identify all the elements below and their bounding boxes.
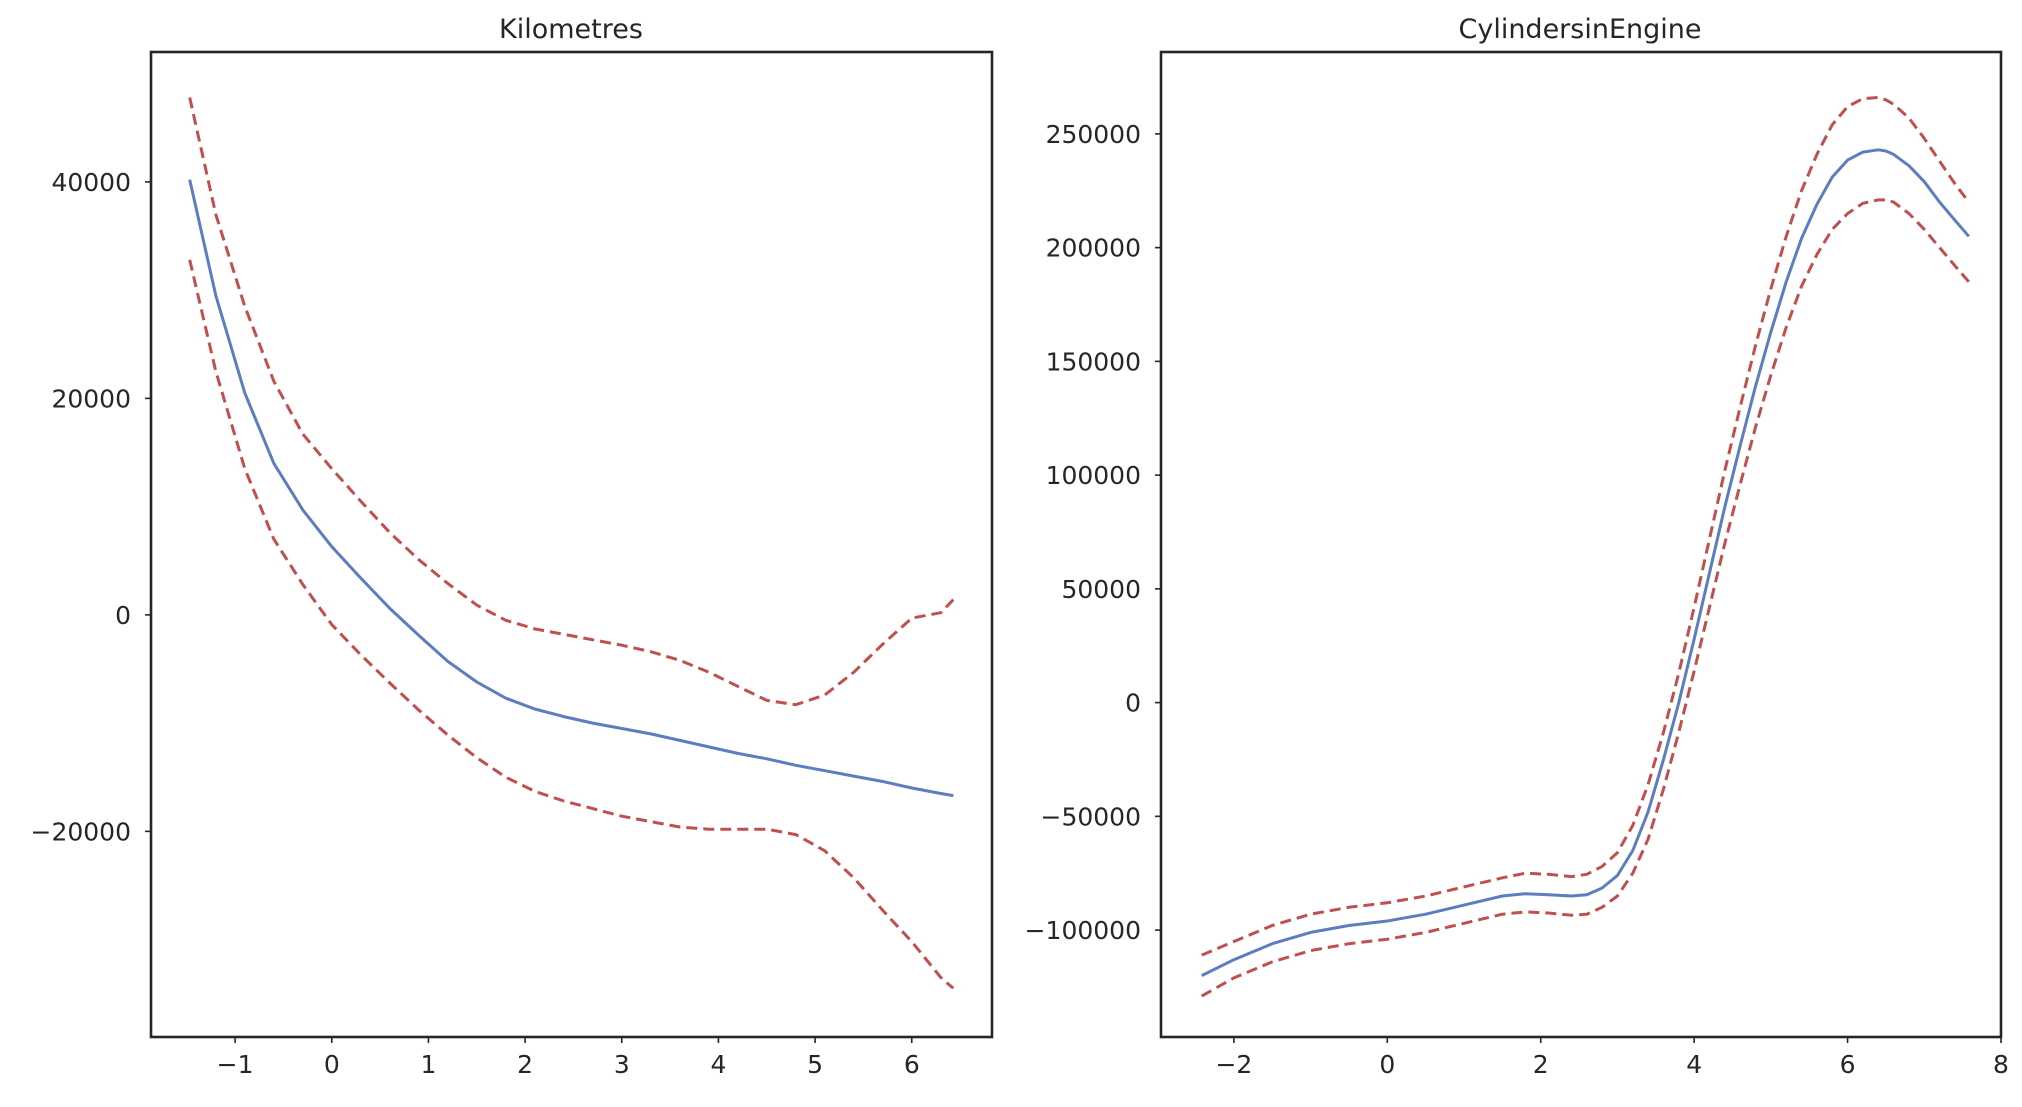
x-tick-label: 2 bbox=[1533, 1050, 1549, 1079]
chart-title: CylindersinEngine bbox=[1458, 14, 1701, 45]
y-tick-label: 100000 bbox=[1046, 461, 1141, 490]
x-tick-label: 4 bbox=[1686, 1050, 1702, 1079]
y-tick-label: −50000 bbox=[1041, 802, 1141, 831]
y-tick-label: 250000 bbox=[1046, 120, 1141, 149]
y-tick-label: 50000 bbox=[1061, 575, 1141, 604]
x-tick-label: 0 bbox=[324, 1050, 340, 1079]
y-tick-label: 20000 bbox=[51, 384, 131, 413]
confidence-lower-line bbox=[188, 259, 955, 990]
x-tick-label: 6 bbox=[1840, 1050, 1856, 1079]
x-tick-label: 0 bbox=[1379, 1050, 1395, 1079]
confidence-lower-line bbox=[1200, 198, 1970, 998]
x-tick-label: −1 bbox=[217, 1050, 254, 1079]
y-tick-label: 150000 bbox=[1046, 347, 1141, 376]
y-tick-label: 0 bbox=[115, 601, 131, 630]
x-tick-label: 1 bbox=[420, 1050, 436, 1079]
partial-dependence-line bbox=[188, 179, 954, 798]
x-tick-label: 3 bbox=[614, 1050, 630, 1079]
y-tick-label: 200000 bbox=[1046, 234, 1141, 263]
panel-cylindersinengine: CylindersinEngine −2 0 2 4 6 8 −100000 −50000 0 5… bbox=[1025, 14, 2009, 1079]
axes-frame bbox=[149, 50, 994, 1039]
x-tick-label: 8 bbox=[1993, 1050, 2009, 1079]
panel-kilometres: Kilometres −1 0 1 2 3 4 5 6 −20000 0 20000 40000 bbox=[31, 14, 994, 1079]
y-tick-label: −100000 bbox=[1025, 916, 1141, 945]
axes-frame bbox=[1159, 50, 2003, 1039]
confidence-upper-line bbox=[1201, 96, 1970, 957]
confidence-upper-line bbox=[188, 97, 955, 707]
y-tick-label: −20000 bbox=[31, 817, 131, 846]
x-tick-label: 4 bbox=[710, 1050, 726, 1079]
x-tick-label: −2 bbox=[1215, 1050, 1252, 1079]
chart-title: Kilometres bbox=[499, 14, 643, 45]
partial-dependence-line bbox=[1201, 148, 1970, 977]
x-tick-label: 5 bbox=[807, 1050, 823, 1079]
x-tick-label: 6 bbox=[904, 1050, 920, 1079]
y-tick-label: 0 bbox=[1125, 689, 1141, 718]
x-tick-label: 2 bbox=[517, 1050, 533, 1079]
y-tick-label: 40000 bbox=[51, 168, 131, 197]
